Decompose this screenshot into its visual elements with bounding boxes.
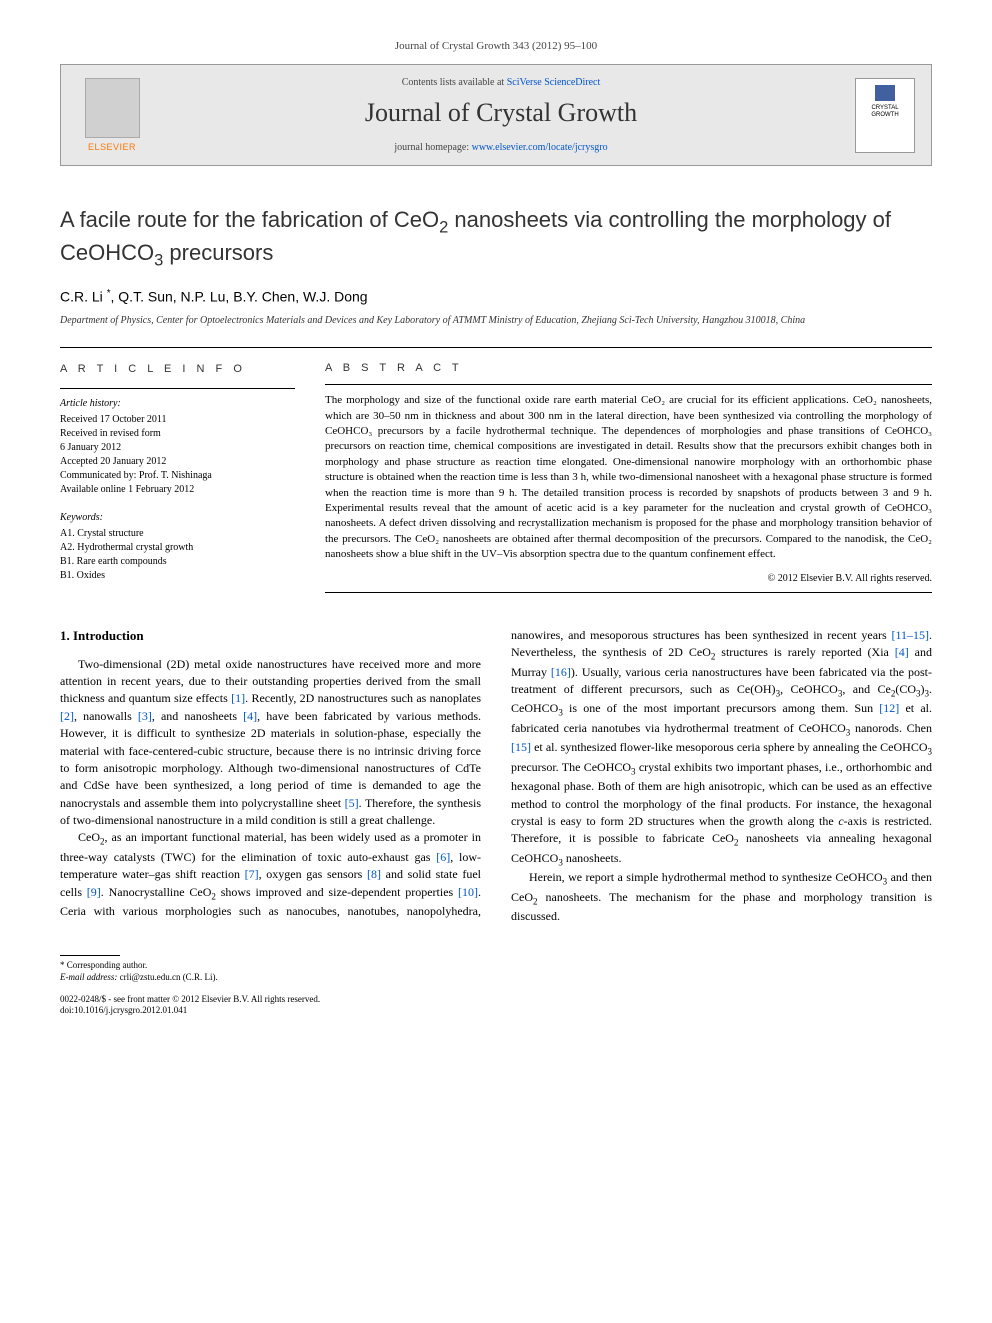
authors: C.R. Li *, Q.T. Sun, N.P. Lu, B.Y. Chen,… [60, 288, 932, 305]
corresponding-author: * Corresponding author. [60, 960, 932, 972]
journal-cover-icon [875, 85, 895, 101]
citation-ref[interactable]: [5] [345, 796, 359, 810]
footnote-rule [60, 955, 120, 956]
citation-ref[interactable]: [15] [511, 740, 531, 754]
header-citation: Journal of Crystal Growth 343 (2012) 95–… [60, 40, 932, 52]
info-heading: A R T I C L E I N F O [60, 362, 295, 377]
abstract-text: The morphology and size of the functiona… [325, 393, 932, 562]
divider-top [60, 347, 932, 348]
body-para: Herein, we report a simple hydrothermal … [511, 869, 932, 925]
thumb-line1: CRYSTAL [871, 105, 898, 112]
citation-ref[interactable]: [4] [243, 709, 257, 723]
section-heading-intro: 1. Introduction [60, 627, 481, 646]
abstract-heading: A B S T R A C T [325, 362, 932, 374]
citation-ref[interactable]: [4] [895, 645, 909, 659]
citation-ref[interactable]: [3] [138, 709, 152, 723]
article-history: Article history: Received 17 October 201… [60, 397, 295, 497]
issn-line: 0022-0248/$ - see front matter © 2012 El… [60, 994, 932, 1006]
banner-center: Contents lists available at SciVerse Sci… [147, 77, 855, 153]
history-line: Accepted 20 January 2012 [60, 455, 295, 469]
keyword: B1. Rare earth compounds [60, 555, 295, 569]
history-line: Available online 1 February 2012 [60, 483, 295, 497]
article-info: A R T I C L E I N F O Article history: R… [60, 362, 295, 596]
body-para: Two-dimensional (2D) metal oxide nanostr… [60, 656, 481, 830]
meta-row: A R T I C L E I N F O Article history: R… [60, 362, 932, 596]
publisher-block: ELSEVIER [77, 78, 147, 152]
citation-ref[interactable]: [12] [879, 701, 899, 715]
citation-ref[interactable]: [7] [245, 867, 259, 881]
citation-ref[interactable]: [8] [367, 867, 381, 881]
history-label: Article history: [60, 397, 295, 411]
abstract-copyright: © 2012 Elsevier B.V. All rights reserved… [325, 573, 932, 584]
contents-link[interactable]: SciVerse ScienceDirect [507, 77, 601, 88]
homepage-prefix: journal homepage: [394, 142, 471, 153]
contents-prefix: Contents lists available at [402, 77, 507, 88]
keyword: B1. Oxides [60, 569, 295, 583]
citation-ref[interactable]: [2] [60, 709, 74, 723]
journal-title: Journal of Crystal Growth [147, 98, 855, 128]
email-label: E-mail address: [60, 972, 120, 982]
doi-line: doi:10.1016/j.jcrysgro.2012.01.041 [60, 1005, 932, 1017]
citation-ref[interactable]: [16] [551, 665, 571, 679]
abstract-block: A B S T R A C T The morphology and size … [325, 362, 932, 596]
history-line: Communicated by: Prof. T. Nishinaga [60, 469, 295, 483]
history-line: 6 January 2012 [60, 441, 295, 455]
keywords-block: Keywords: A1. Crystal structure A2. Hydr… [60, 511, 295, 583]
history-line: Received 17 October 2011 [60, 413, 295, 427]
elsevier-tree-icon [85, 78, 140, 138]
history-line: Received in revised form [60, 427, 295, 441]
body-text: 1. Introduction Two-dimensional (2D) met… [60, 627, 932, 926]
citation-ref[interactable]: [1] [231, 691, 245, 705]
thumb-line2: GROWTH [871, 112, 898, 119]
citation-ref[interactable]: [6] [436, 850, 450, 864]
citation-ref[interactable]: [10] [458, 885, 478, 899]
article-title: A facile route for the fabrication of Ce… [60, 206, 932, 272]
homepage-link[interactable]: www.elsevier.com/locate/jcrysgro [472, 142, 608, 153]
homepage-line: journal homepage: www.elsevier.com/locat… [147, 142, 855, 153]
keyword: A2. Hydrothermal crystal growth [60, 541, 295, 555]
citation-ref[interactable]: [9] [87, 885, 101, 899]
affiliation: Department of Physics, Center for Optoel… [60, 314, 932, 327]
keywords-label: Keywords: [60, 511, 295, 525]
journal-cover-thumb: CRYSTAL GROWTH [855, 78, 915, 153]
citation-ref[interactable]: [11–15] [891, 628, 929, 642]
email-address[interactable]: crli@zstu.edu.cn (C.R. Li). [120, 972, 218, 982]
email-line: E-mail address: crli@zstu.edu.cn (C.R. L… [60, 972, 932, 984]
journal-banner: ELSEVIER Contents lists available at Sci… [60, 64, 932, 166]
contents-line: Contents lists available at SciVerse Sci… [147, 77, 855, 88]
publisher-name: ELSEVIER [88, 142, 136, 152]
keyword: A1. Crystal structure [60, 527, 295, 541]
footer: * Corresponding author. E-mail address: … [60, 955, 932, 1017]
